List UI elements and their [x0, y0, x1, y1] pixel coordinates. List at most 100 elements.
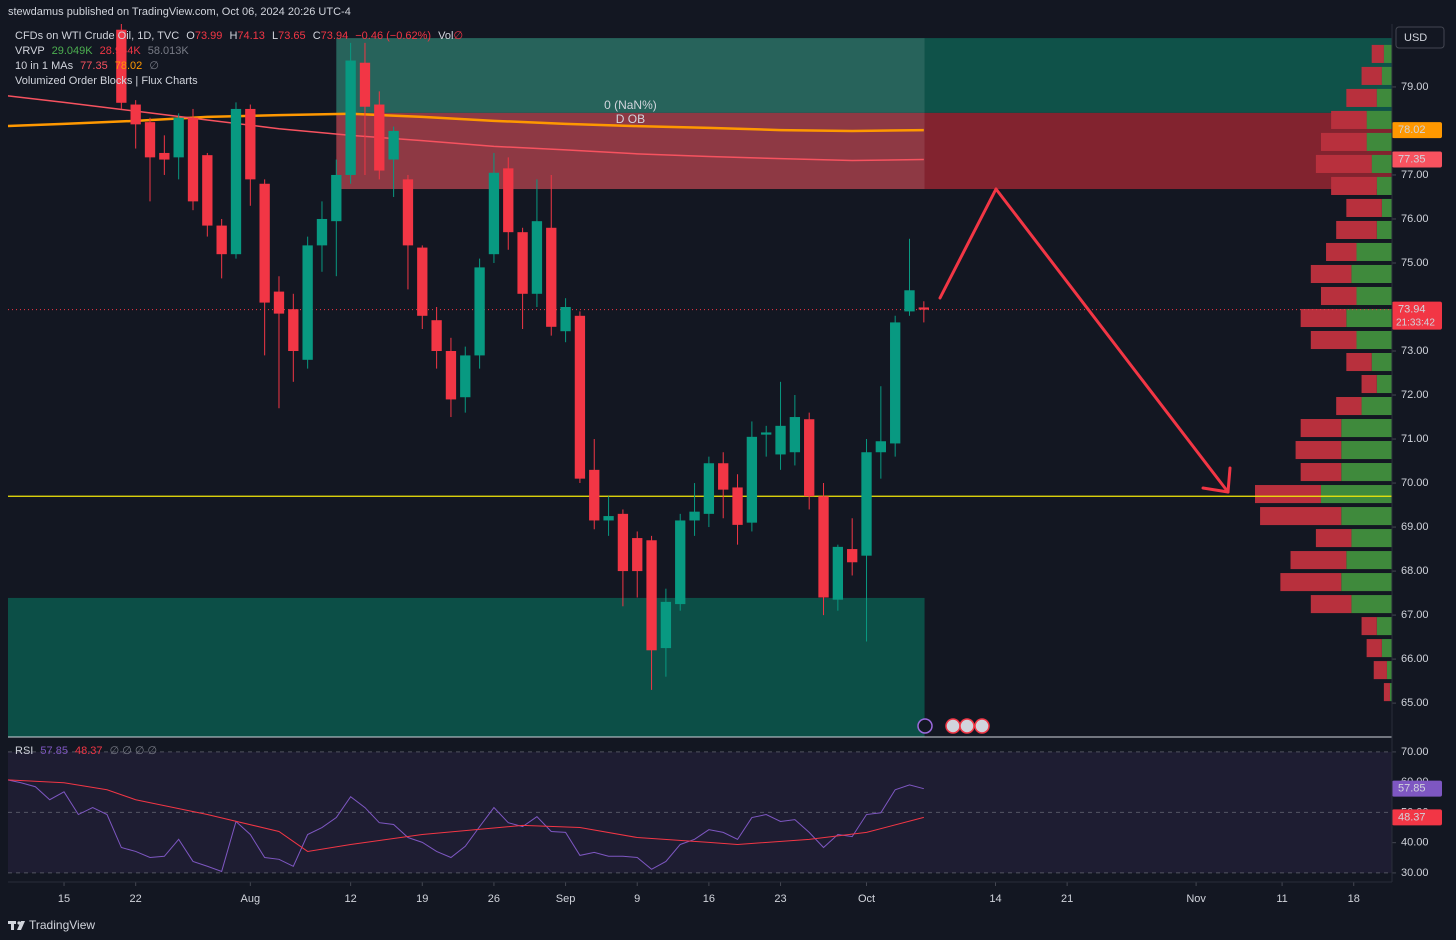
event-icons: [917, 718, 990, 734]
candle-body: [789, 417, 801, 453]
rsi-name: RSI: [15, 745, 33, 757]
candle-body: [531, 221, 543, 294]
ma-na: ∅: [149, 60, 159, 72]
candle-body: [560, 306, 571, 332]
profile-down: [1300, 419, 1342, 438]
event-flag[interactable]: [959, 718, 975, 734]
candles-layer: [116, 24, 929, 690]
price-box-label: 78.02: [1398, 124, 1426, 136]
profile-down: [1361, 617, 1377, 636]
legend-order-blocks: Volumized Order Blocks | Flux Charts: [15, 75, 198, 87]
y-tick-label: 65.00: [1401, 697, 1429, 709]
rsi-ma-line: [8, 779, 924, 852]
moving-average: [8, 112, 924, 133]
rsi-line: [8, 779, 924, 873]
candle-body: [589, 469, 600, 521]
y-tick-label: 79.00: [1401, 81, 1429, 93]
candle-body: [402, 179, 414, 246]
y-tick-label: 68.00: [1401, 565, 1429, 577]
mas-name: 10 in 1 MAs: [15, 60, 74, 72]
event-flag[interactable]: [945, 718, 961, 734]
profile-down: [1315, 154, 1372, 173]
profile-up: [1366, 132, 1392, 151]
profile-up: [1383, 44, 1392, 63]
y-tick-label: 73.00: [1401, 345, 1429, 357]
order-block-history: [336, 38, 925, 113]
candle-body: [703, 463, 715, 514]
logo-part: [17, 921, 25, 930]
price-box: [1392, 809, 1442, 826]
x-tick-label: 9: [634, 893, 640, 905]
y-tick-label: 67.00: [1401, 609, 1429, 621]
candle-body: [116, 29, 127, 103]
countdown: 21:33:42: [1396, 317, 1435, 328]
x-tick-label: 19: [416, 893, 428, 905]
ohlc-value: 74.13: [237, 30, 265, 42]
volume-na: ∅: [453, 30, 463, 42]
price-box-label: 57.85: [1398, 783, 1426, 795]
y-tick-label: 72.00: [1401, 389, 1429, 401]
profile-up: [1351, 264, 1392, 284]
candle-body: [761, 432, 772, 435]
candle-body: [288, 309, 299, 352]
profile-up: [1366, 110, 1392, 129]
ohlc-key: H: [229, 30, 237, 42]
price-box: [1392, 122, 1442, 139]
profile-down: [1295, 441, 1342, 460]
profile-up: [1389, 683, 1392, 702]
profile-up: [1351, 595, 1392, 614]
price-box: [1392, 301, 1442, 330]
currency-button[interactable]: [1395, 26, 1445, 49]
ohlc-key: L: [272, 30, 278, 42]
candle-body: [273, 291, 285, 314]
price-box-label: 77.35: [1398, 153, 1426, 165]
profile-down: [1383, 683, 1390, 702]
rsi-tick-label: 70.00: [1401, 746, 1429, 758]
profile-down: [1346, 88, 1377, 107]
y-tick-label: 70.00: [1401, 477, 1429, 489]
candle-body: [718, 463, 729, 490]
event-flag[interactable]: [974, 718, 990, 734]
rsi-tick-label: 40.00: [1401, 837, 1429, 849]
candle-body: [804, 419, 815, 497]
candle-body: [832, 546, 844, 600]
brand-logo: [8, 921, 25, 930]
profile-up: [1381, 198, 1392, 217]
candle-body: [574, 315, 586, 479]
x-tick-label: 12: [345, 893, 357, 905]
candle-body: [187, 117, 199, 202]
arrow-path: [938, 187, 1230, 494]
candle-body: [546, 227, 557, 327]
event-icon[interactable]: [917, 718, 933, 734]
y-tick-label: 77.00: [1401, 169, 1429, 181]
profile-up: [1341, 463, 1392, 482]
x-tick-label: 11: [1276, 893, 1287, 905]
moving-average: [8, 95, 924, 162]
candle-body: [818, 496, 829, 598]
volume-key: Vol: [438, 30, 453, 42]
currency: USD: [1404, 32, 1427, 44]
price-box: [1392, 151, 1442, 168]
candle-body: [675, 520, 686, 605]
candle-body: [374, 104, 385, 171]
brand: TradingView: [29, 918, 95, 932]
profile-up: [1381, 639, 1392, 658]
profile-down: [1300, 463, 1342, 482]
axes: 79.00 77.00 76.00 75.00 73.00 72.00 71.00 70.00…: [58, 81, 1442, 905]
rsi-tick-label: 30.00: [1401, 867, 1429, 879]
ma-value: 78.02: [115, 60, 143, 72]
candle-body: [144, 122, 156, 158]
x-tick-label: Aug: [241, 893, 261, 905]
rsi-na: ∅ ∅ ∅ ∅: [110, 745, 158, 757]
y-tick-label: 75.00: [1401, 257, 1429, 269]
profile-up: [1386, 661, 1392, 680]
candle-body: [173, 117, 184, 158]
x-tick-label: 21: [1061, 893, 1073, 905]
profile-up: [1376, 374, 1392, 394]
candle-body: [245, 108, 256, 180]
x-tick-label: 26: [488, 893, 500, 905]
candle-body: [230, 108, 242, 255]
profile-up: [1371, 352, 1392, 372]
candle-body: [890, 322, 901, 444]
profile-down: [1336, 397, 1362, 416]
